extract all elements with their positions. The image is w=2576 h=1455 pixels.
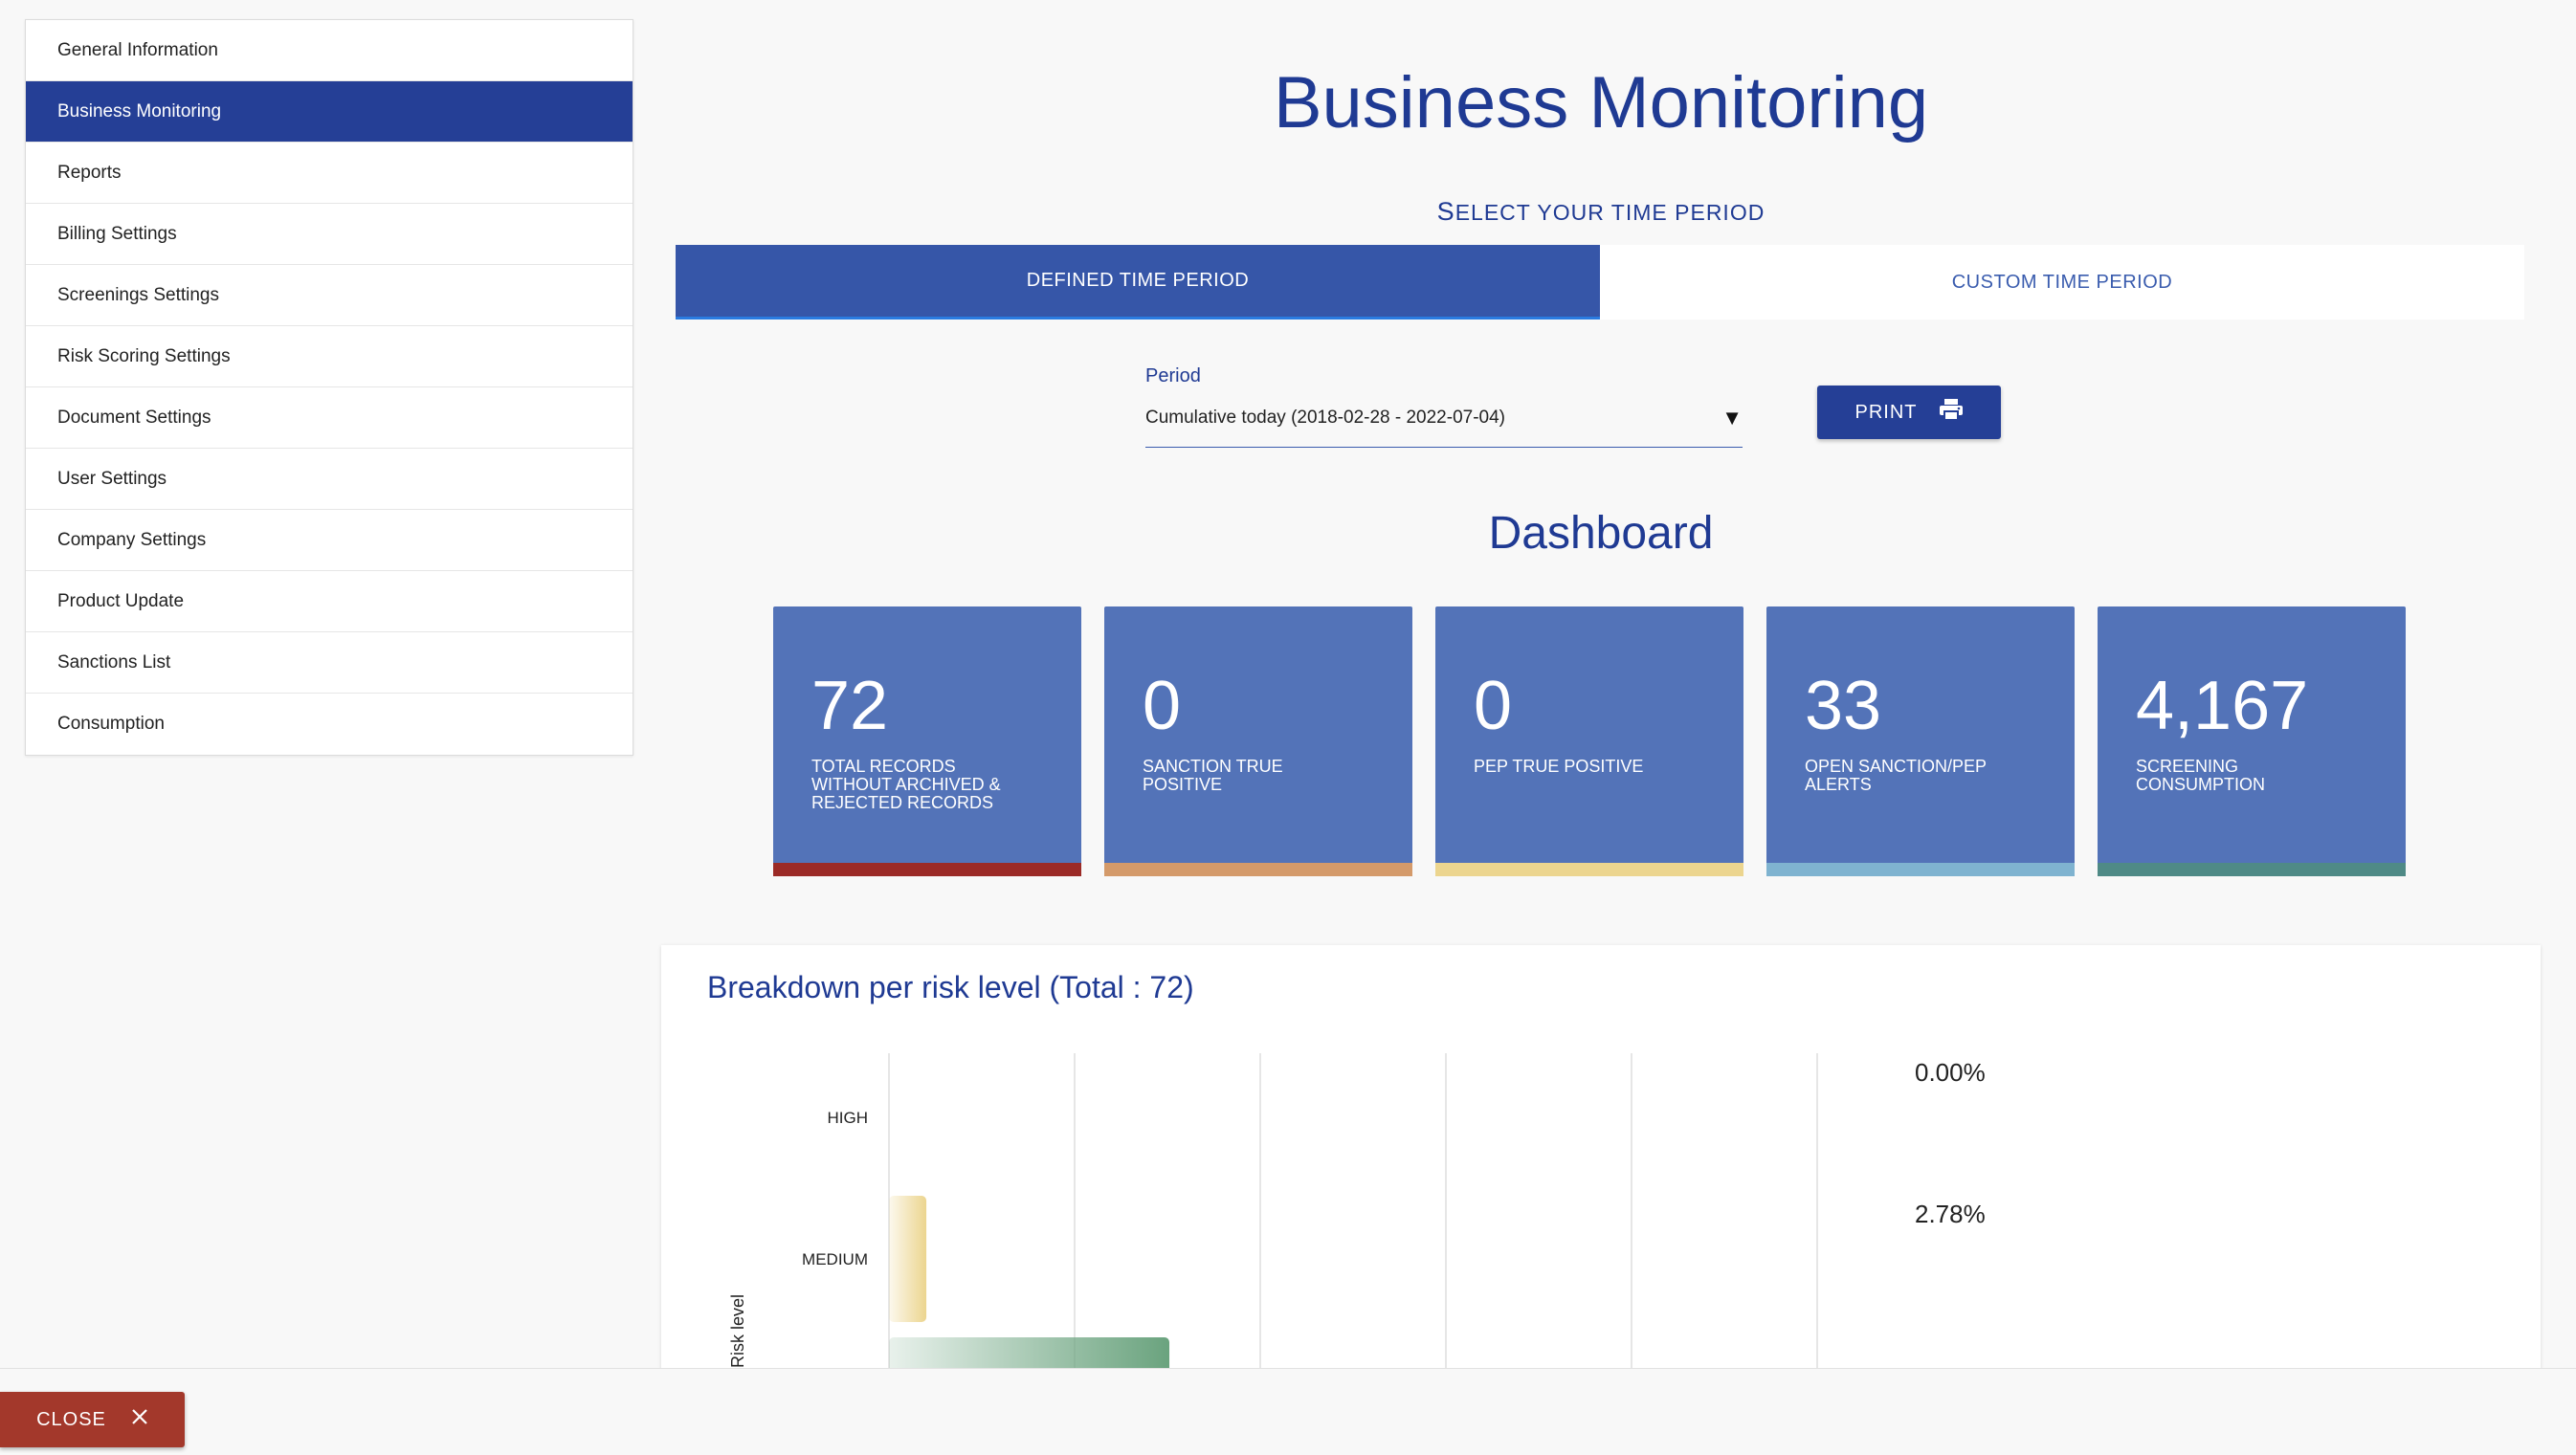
print-button-label: PRINT [1854,401,1918,423]
card-label: PEP TRUE POSITIVE [1474,757,1644,776]
card-total-records: 72 TOTAL RECORDS WITHOUT ARCHIVED & REJE… [773,606,1081,876]
card-open-alerts: 33 OPEN SANCTION/PEP ALERTS [1766,606,2075,876]
y-axis-label: Risk level [728,1294,747,1368]
sidebar-item-product-update[interactable]: Product Update [26,571,633,632]
card-accent-bar [1766,863,2075,876]
card-label: OPEN SANCTION/PEP ALERTS [1805,757,1987,794]
sidebar-item-risk-scoring-settings[interactable]: Risk Scoring Settings [26,326,633,387]
sidebar-item-consumption[interactable]: Consumption [57,714,165,734]
time-period-subtitle: SELECT YOUR TIME PERIOD [676,197,2526,227]
settings-sidebar: General Information Business Monitoring … [25,19,633,756]
printer-icon [1939,398,1964,427]
close-icon [131,1408,148,1431]
card-value: 72 [811,668,889,744]
card-accent-bar [1435,863,1743,876]
period-value: Cumulative today (2018-02-28 - 2022-07-0… [1145,408,1505,428]
card-label: SCREENING CONSUMPTION [2136,757,2265,794]
bar-low [889,1337,1170,1376]
sidebar-item-user-settings[interactable]: User Settings [26,449,633,510]
breakdown-title: Breakdown per risk level (Total : 72) [707,970,1194,1004]
sidebar-item-company-settings[interactable]: Company Settings [26,510,633,571]
tab-defined-time-period[interactable]: DEFINED TIME PERIOD [676,245,1600,320]
page-title: Business Monitoring [1273,62,1929,143]
card-value: 0 [1143,668,1182,744]
dashboard-title: Dashboard [1488,508,1714,559]
card-label: TOTAL RECORDS WITHOUT ARCHIVED & REJECTE… [811,757,1001,812]
subtitle-initial: S [1436,197,1455,226]
close-button[interactable]: CLOSE [0,1392,185,1447]
bottom-bar [0,1368,2576,1455]
card-value: 0 [1474,668,1513,744]
time-period-tabs: DEFINED TIME PERIOD CUSTOM TIME PERIOD [676,245,2524,320]
sidebar-item-reports[interactable]: Reports [26,143,633,204]
period-select[interactable]: Cumulative today (2018-02-28 - 2022-07-0… [1145,400,1743,448]
card-sanction-true-positive: 0 SANCTION TRUE POSITIVE [1104,606,1412,876]
sidebar-item-general-information[interactable]: General Information [26,20,633,81]
sidebar-item-document-settings[interactable]: Document Settings [26,387,633,449]
subtitle-rest: ELECT YOUR TIME PERIOD [1455,200,1765,225]
percent-label-high: 0.00% [1915,1058,1986,1087]
card-pep-true-positive: 0 PEP TRUE POSITIVE [1435,606,1743,876]
sidebar-item-sanctions-list[interactable]: Sanctions List [26,632,633,694]
close-button-label: CLOSE [36,1408,106,1430]
sidebar-item-screenings-settings[interactable]: Screenings Settings [26,265,633,326]
category-label-medium: MEDIUM [802,1250,868,1268]
period-label: Period [1145,365,1201,386]
sidebar-item-business-monitoring[interactable]: Business Monitoring [26,81,633,143]
card-value: 33 [1805,668,1882,744]
bar-medium [889,1196,927,1322]
percent-label-medium: 2.78% [1915,1200,1986,1228]
print-button[interactable]: PRINT [1817,386,2001,439]
card-label: SANCTION TRUE POSITIVE [1143,757,1283,794]
tab-custom-time-period[interactable]: CUSTOM TIME PERIOD [1951,271,2173,293]
risk-breakdown-panel: Breakdown per risk level (Total : 72) Ri… [661,945,2541,1376]
card-accent-bar [773,863,1081,876]
card-accent-bar [1104,863,1412,876]
card-accent-bar [2098,863,2406,876]
category-label-high: HIGH [828,1109,869,1127]
caret-down-icon: ▼ [1721,406,1743,430]
risk-level-chart: Risk level HIGH 0.00% MEDIUM 2.78% [728,1053,1986,1376]
sidebar-item-billing-settings[interactable]: Billing Settings [26,204,633,265]
card-value: 4,167 [2136,668,2309,744]
card-screening-consumption: 4,167 SCREENING CONSUMPTION [2098,606,2406,876]
